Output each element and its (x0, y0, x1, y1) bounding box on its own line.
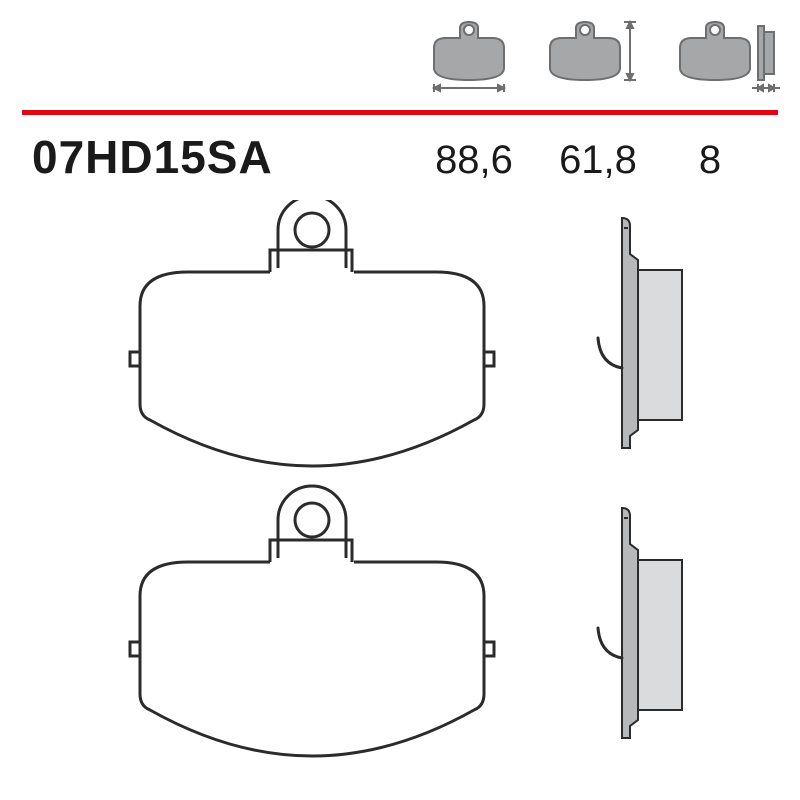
pad-drawings (22, 200, 778, 778)
height-dim-icon (536, 18, 648, 99)
spec-row: 07HD15SA 88,6 61,8 8 (32, 130, 772, 184)
width-dim-icon (420, 18, 518, 99)
dim-width-value: 88,6 (412, 138, 536, 183)
pad-side-view-2 (598, 508, 682, 738)
part-number: 07HD15SA (32, 130, 412, 184)
pad-front-view-1 (130, 200, 494, 466)
thickness-dim-icon (666, 18, 786, 99)
dim-height-value: 61,8 (536, 138, 660, 183)
dimension-icons-row (420, 18, 786, 99)
pad-side-view-1 (598, 218, 682, 448)
spec-sheet: 07HD15SA 88,6 61,8 8 (0, 0, 800, 800)
pad-front-view-2 (130, 486, 494, 756)
dim-thickness-value: 8 (660, 138, 760, 183)
divider-line (22, 110, 778, 115)
